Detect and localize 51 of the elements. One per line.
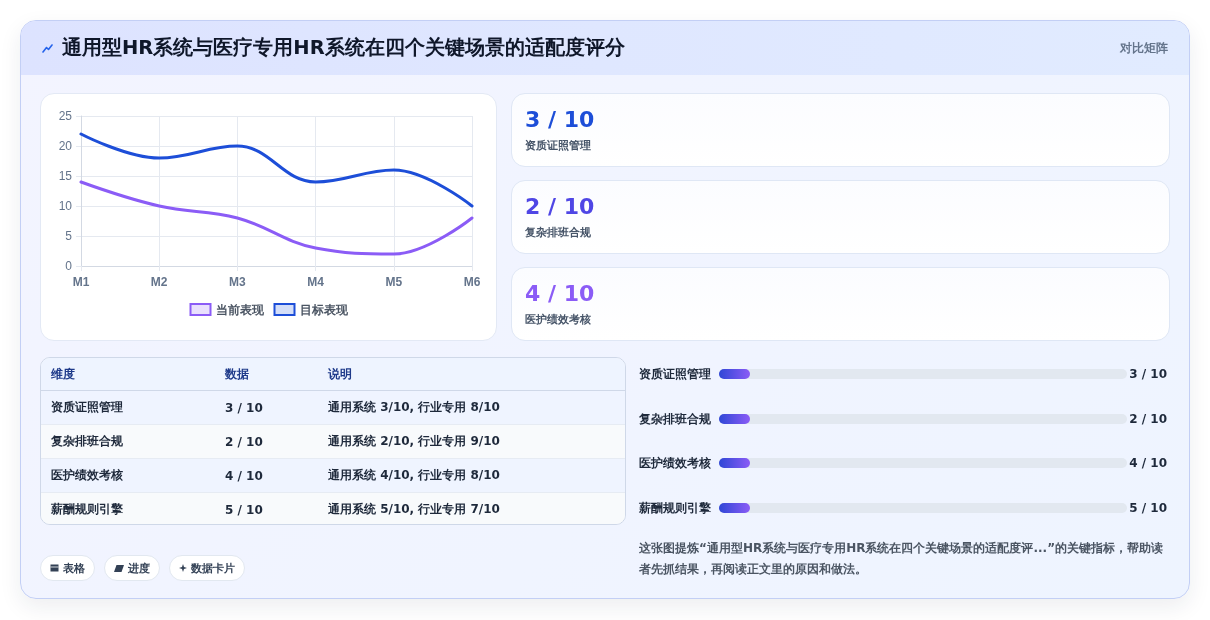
y-tick-label: 10 xyxy=(58,199,73,213)
text: 通用系统 5/10, 行业专用 7/10 xyxy=(318,492,625,526)
x-tick-label: M5 xyxy=(385,275,403,289)
y-tick-label: 0 xyxy=(65,259,73,273)
text: 5 / 10 xyxy=(1129,500,1167,517)
y-tick-label: 20 xyxy=(58,139,73,153)
text: 3 / 10 xyxy=(215,390,318,425)
y-tick-label: 15 xyxy=(58,169,73,183)
text: 2 / 10 xyxy=(215,424,318,459)
x-tick-label: M4 xyxy=(307,275,325,289)
text: 数据 xyxy=(215,358,318,391)
text: 资质证照管理 xyxy=(41,390,215,425)
text: 资质证照管理 xyxy=(525,138,591,154)
text: 通用系统 2/10, 行业专用 9/10 xyxy=(318,424,625,459)
text: 4 / 10 xyxy=(525,280,595,308)
text: 2 / 10 xyxy=(1129,410,1167,427)
line-series xyxy=(79,132,474,208)
text: 医护绩效考核 xyxy=(639,455,711,472)
x-tick-label: M3 xyxy=(229,275,247,289)
text: 4 / 10 xyxy=(1129,455,1167,472)
text: 复杂排班合规 xyxy=(525,225,591,241)
text: 进度 xyxy=(128,560,150,576)
text: 复杂排班合规 xyxy=(41,424,215,459)
x-tick-label: M6 xyxy=(463,275,481,289)
text: 复杂排班合规 xyxy=(639,410,711,427)
text: 3 / 10 xyxy=(1129,366,1167,382)
line-series xyxy=(79,180,474,256)
text: 通用系统 3/10, 行业专用 8/10 xyxy=(318,390,625,425)
x-tick-label: M2 xyxy=(150,275,168,289)
text: 资质证照管理 xyxy=(639,366,711,382)
text: 数据卡片 xyxy=(191,560,235,576)
text: 薪酬规则引擎 xyxy=(639,500,711,517)
text: 4 / 10 xyxy=(215,458,318,493)
text: 通用型HR系统与医疗专用HR系统在四个关键场景的适配度评分 xyxy=(62,35,625,61)
text: 薪酬规则引擎 xyxy=(41,492,215,526)
text: 说明 xyxy=(318,358,625,391)
text: 通用系统 4/10, 行业专用 8/10 xyxy=(318,458,625,493)
y-tick-label: 5 xyxy=(65,229,73,243)
text: 表格 xyxy=(63,560,85,576)
y-tick-label: 25 xyxy=(58,109,73,123)
x-tick-label: M1 xyxy=(72,275,90,289)
legend-label: 目标表现 xyxy=(299,302,349,317)
text: 对比矩阵 xyxy=(1120,40,1168,56)
text: 这张图提炼“通用型HR系统与医疗专用HR系统在四个关键场景的适配度评...”的关键指标，帮助读者先抓结果，再阅读正文里的原因和做法。 xyxy=(639,540,1164,578)
text: 2 / 10 xyxy=(525,193,595,221)
text: 5 / 10 xyxy=(215,492,318,526)
text: 医护绩效考核 xyxy=(525,312,591,328)
text: 医护绩效考核 xyxy=(41,458,215,493)
text: 3 / 10 xyxy=(525,106,595,134)
legend-label: 当前表现 xyxy=(215,302,265,317)
text: 维度 xyxy=(41,358,215,391)
